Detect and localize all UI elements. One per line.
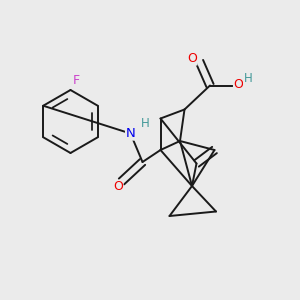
- Text: F: F: [73, 74, 80, 88]
- Text: O: O: [113, 180, 123, 194]
- Text: N: N: [126, 127, 135, 140]
- Text: O: O: [234, 77, 243, 91]
- Text: O: O: [187, 52, 197, 65]
- Text: H: H: [244, 72, 253, 86]
- Text: H: H: [140, 117, 149, 130]
